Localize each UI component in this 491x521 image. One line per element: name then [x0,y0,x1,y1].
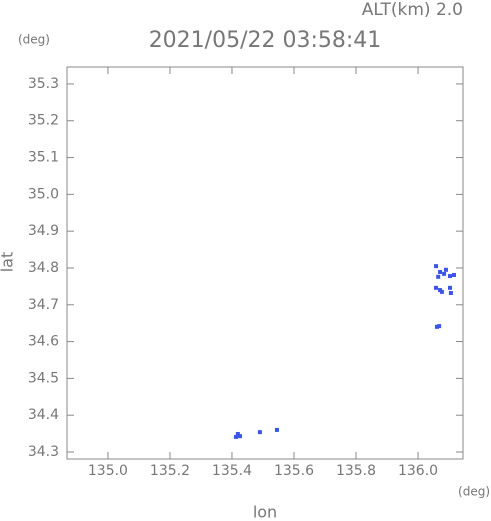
x-tick-label: 135.0 [88,463,128,479]
y-tick-label: 35.1 [28,150,59,166]
data-point [434,264,439,269]
y-tick-label: 34.7 [28,297,59,313]
data-point [442,271,447,276]
data-point [434,285,439,290]
data-point [447,274,452,279]
y-tick-label: 35.3 [28,76,59,92]
data-point [443,267,448,272]
x-tick-label: 135.6 [274,463,314,479]
y-tick-label: 34.8 [28,260,59,276]
data-point [438,270,443,275]
data-point [437,324,442,329]
y-tick-label: 34.9 [28,223,59,239]
y-axis-label: lat [0,252,17,273]
data-point [274,427,279,432]
data-point [439,289,444,294]
data-point [238,434,243,439]
y-tick-label: 34.5 [28,370,59,386]
data-point [235,431,240,436]
x-tick-label: 136.0 [398,463,438,479]
x-axis-label: lon [253,503,277,521]
y-tick-label: 34.3 [28,444,59,460]
y-unit: (deg) [18,33,50,47]
y-tick-label: 35.0 [28,186,59,202]
x-tick-label: 135.2 [150,463,190,479]
x-tick-label: 135.4 [212,463,252,479]
chart-title: 2021/05/22 03:58:41 [149,28,382,53]
y-tick-label: 34.4 [28,407,59,423]
plot-frame [66,66,464,460]
data-point [234,434,239,439]
data-point [452,272,457,277]
data-point [447,285,452,290]
data-point [434,324,439,329]
data-point [257,430,262,435]
altitude-annotation: ALT(km) 2.0 [362,0,463,20]
data-point [436,274,441,279]
x-tick-label: 135.8 [336,463,376,479]
y-tick-label: 35.2 [28,113,59,129]
y-tick-label: 34.6 [28,334,59,350]
x-unit: (deg) [458,485,490,499]
data-point [448,290,453,295]
